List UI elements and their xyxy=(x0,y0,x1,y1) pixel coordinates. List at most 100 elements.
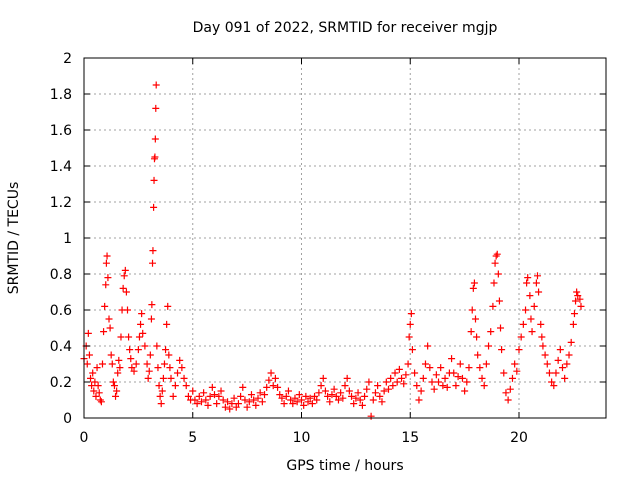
data-point xyxy=(430,385,438,393)
data-point xyxy=(152,81,160,89)
data-point xyxy=(506,385,514,393)
data-point xyxy=(356,396,364,404)
data-point xyxy=(443,383,451,391)
data-point xyxy=(219,396,227,404)
data-point xyxy=(106,324,114,332)
data-point xyxy=(107,351,115,359)
data-point xyxy=(167,374,175,382)
data-point xyxy=(491,259,499,267)
data-point xyxy=(101,302,109,310)
data-point xyxy=(125,333,133,341)
data-point xyxy=(573,288,581,296)
data-point xyxy=(497,324,505,332)
data-point xyxy=(402,371,410,379)
data-point xyxy=(494,270,502,278)
data-point xyxy=(176,356,184,364)
data-point xyxy=(428,378,436,386)
data-point xyxy=(293,398,301,406)
x-axis-label: GPS time / hours xyxy=(286,458,403,474)
data-point xyxy=(565,351,573,359)
data-point xyxy=(96,396,104,404)
data-point xyxy=(132,360,140,368)
data-point xyxy=(450,369,458,377)
data-point xyxy=(458,374,466,382)
data-point xyxy=(138,310,146,318)
data-point xyxy=(121,266,129,274)
data-point xyxy=(105,315,113,323)
y-tick-label: 0.4 xyxy=(50,339,72,355)
data-point xyxy=(110,382,118,390)
data-point xyxy=(448,355,456,363)
data-point xyxy=(452,382,460,390)
data-point xyxy=(363,385,371,393)
data-point xyxy=(267,369,275,377)
data-point xyxy=(400,380,408,388)
data-point xyxy=(489,302,497,310)
data-point xyxy=(339,394,347,402)
data-point xyxy=(432,371,440,379)
data-point xyxy=(195,392,203,400)
data-point xyxy=(576,295,584,303)
data-point xyxy=(215,392,223,400)
data-point xyxy=(159,374,167,382)
data-point xyxy=(124,306,131,314)
data-point xyxy=(354,389,362,397)
data-point xyxy=(539,342,547,350)
data-point xyxy=(413,382,421,390)
data-point xyxy=(419,374,427,382)
data-point xyxy=(313,396,321,404)
data-point xyxy=(148,301,156,309)
data-point xyxy=(126,346,134,354)
data-point xyxy=(178,364,186,372)
data-point xyxy=(385,385,392,393)
data-point xyxy=(395,365,403,373)
data-point xyxy=(552,369,560,377)
data-point xyxy=(102,281,110,289)
data-point xyxy=(274,383,282,391)
data-point xyxy=(84,329,92,337)
data-point xyxy=(517,333,525,341)
data-point xyxy=(92,392,100,400)
data-point xyxy=(365,378,373,386)
data-point xyxy=(276,391,284,399)
data-point xyxy=(104,274,112,282)
data-point xyxy=(155,382,163,390)
data-point xyxy=(472,315,479,323)
data-point xyxy=(358,401,366,409)
data-point xyxy=(174,369,182,377)
y-tick-label: 0.6 xyxy=(50,303,72,319)
data-point xyxy=(478,374,486,382)
data-point xyxy=(146,351,154,359)
x-tick-label: 0 xyxy=(80,430,89,446)
data-point xyxy=(387,374,395,382)
data-point xyxy=(163,320,171,328)
data-point xyxy=(315,389,323,397)
data-point xyxy=(103,252,111,260)
data-point xyxy=(211,391,218,399)
data-point xyxy=(304,398,312,406)
data-point xyxy=(490,279,498,287)
data-point xyxy=(287,396,295,404)
data-point xyxy=(561,374,569,382)
data-point xyxy=(324,392,332,400)
data-point xyxy=(500,369,508,377)
data-point xyxy=(189,387,197,395)
data-point xyxy=(378,398,386,406)
data-point xyxy=(306,394,314,402)
data-point xyxy=(468,306,476,314)
data-point xyxy=(150,203,158,211)
data-point xyxy=(493,250,501,258)
data-point xyxy=(89,369,97,377)
data-point xyxy=(193,400,201,408)
data-point xyxy=(234,400,242,408)
data-point xyxy=(258,398,266,406)
data-point xyxy=(526,292,534,300)
grid-lines xyxy=(84,58,606,418)
data-point xyxy=(374,382,382,390)
data-point xyxy=(541,351,549,359)
data-point xyxy=(239,383,247,391)
data-point xyxy=(467,328,475,336)
data-point xyxy=(519,320,527,328)
data-point xyxy=(389,382,397,390)
data-point xyxy=(147,315,155,323)
